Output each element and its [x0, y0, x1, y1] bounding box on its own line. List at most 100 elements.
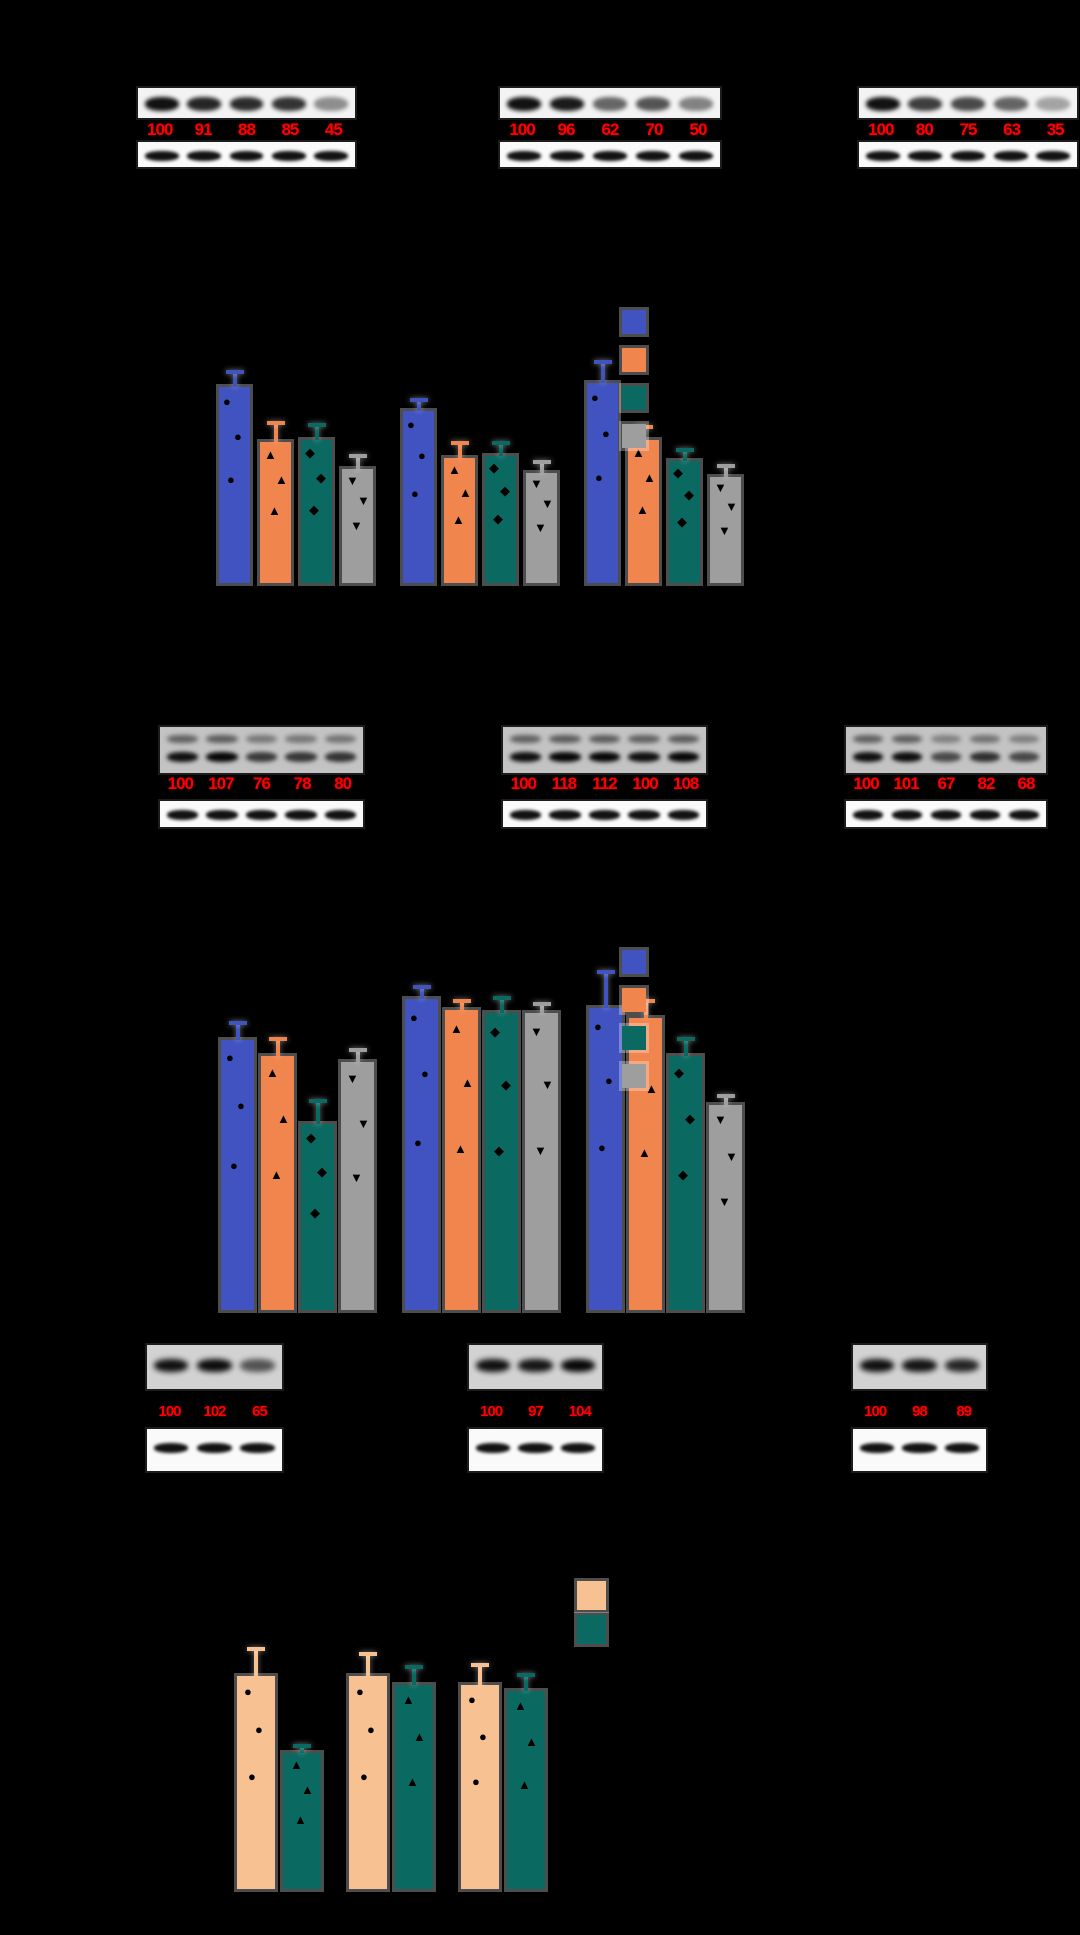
- quantification-values: 100 96 62 70 50: [500, 118, 720, 142]
- error-bar-cap: [410, 398, 428, 402]
- blot-band-box: [469, 1345, 602, 1389]
- protein-band-upper: [628, 734, 660, 743]
- data-point-triangle-down: ▼: [534, 520, 547, 535]
- quantification-value: 80: [334, 774, 352, 793]
- loading-control-box: [138, 142, 355, 167]
- error-bar-stem: [458, 444, 462, 458]
- data-point-triangle: ▲: [270, 1167, 283, 1182]
- protein-band: [197, 1359, 232, 1372]
- error-bar-cap: [492, 441, 510, 445]
- protein-band-lower: [245, 752, 278, 763]
- quantification-values: 100 98 89: [853, 1398, 986, 1424]
- data-point-diamond: ◆: [677, 514, 687, 529]
- loading-band: [285, 810, 317, 821]
- data-point-circle: ●: [223, 394, 231, 409]
- blot-lane: [906, 90, 946, 116]
- blot-lane: [151, 1347, 191, 1387]
- error-bar-cap: [293, 1744, 311, 1748]
- data-point-diamond: ◆: [673, 465, 683, 480]
- data-point-triangle: ▲: [290, 1757, 303, 1772]
- loading-band: [592, 150, 628, 161]
- quantification-value: 102: [203, 1402, 226, 1420]
- loading-control-box: [846, 801, 1046, 827]
- protein-band: [1036, 97, 1071, 112]
- blot-lane: [626, 729, 663, 771]
- protein-band: [859, 1359, 894, 1372]
- protein-band: [902, 1359, 937, 1372]
- loading-band: [518, 1443, 553, 1454]
- blot-lane: [204, 729, 241, 771]
- blot-band-box: [147, 1345, 282, 1389]
- error-bar-cap: [493, 996, 511, 1000]
- loading-lane: [473, 1431, 513, 1469]
- quantification-values: 100 102 65: [147, 1398, 282, 1424]
- quantification-value: 65: [252, 1402, 268, 1420]
- loading-control-box: [469, 1429, 602, 1471]
- protein-band: [993, 97, 1028, 112]
- data-point-circle: ●: [248, 1769, 256, 1784]
- protein-band: [271, 97, 306, 112]
- data-point-triangle-down: ▼: [718, 1194, 731, 1209]
- protein-band-lower: [549, 752, 581, 763]
- loading-lane: [269, 144, 308, 165]
- data-point-diamond: ◆: [490, 1024, 500, 1039]
- protein-band: [153, 1359, 189, 1372]
- data-point-circle: ●: [472, 1774, 480, 1789]
- loading-band: [930, 810, 962, 821]
- protein-band: [229, 97, 264, 112]
- error-bar-cap: [471, 1663, 489, 1667]
- error-bar-stem: [500, 999, 504, 1013]
- loading-lane: [967, 803, 1003, 825]
- bar-teal: [669, 461, 700, 583]
- quantification-value: 100: [147, 120, 173, 139]
- quantification-values: 100 80 75 63 35: [859, 118, 1077, 142]
- loading-lane: [889, 803, 925, 825]
- loading-lane: [547, 144, 587, 165]
- protein-band-upper: [667, 734, 700, 743]
- quantification-value: 107: [208, 774, 234, 793]
- loading-lane: [312, 144, 351, 165]
- blot-band-box: [503, 727, 706, 773]
- data-point-circle: ●: [414, 1135, 422, 1150]
- loading-band: [271, 150, 306, 161]
- blot-lane: [227, 90, 266, 116]
- blot-lane: [1033, 90, 1073, 116]
- loading-lane: [227, 144, 266, 165]
- data-point-triangle: ▲: [636, 502, 649, 517]
- legend-swatch-teal: [622, 386, 646, 410]
- quantification-value: 104: [568, 1402, 592, 1420]
- loading-control-box: [503, 801, 706, 827]
- data-point-triangle-down: ▼: [534, 1143, 547, 1158]
- blot-band-box: [846, 727, 1046, 773]
- loading-band: [588, 810, 621, 821]
- legend-swatch-gray: [622, 1064, 646, 1088]
- error-bar-stem: [724, 1097, 728, 1105]
- bar-gray: [342, 469, 373, 583]
- data-point-triangle: ▲: [402, 1692, 415, 1707]
- data-point-circle: ●: [468, 1692, 476, 1707]
- loading-lane: [857, 1431, 897, 1469]
- blot-lane: [900, 1347, 940, 1387]
- blot-lane: [991, 90, 1031, 116]
- blot-lane: [283, 729, 320, 771]
- legend-swatch-blue: [622, 310, 646, 334]
- blot-band-box: [160, 727, 363, 773]
- error-bar-stem: [524, 1676, 528, 1691]
- loading-band: [561, 1443, 596, 1454]
- data-point-triangle: ▲: [645, 1081, 658, 1096]
- data-point-circle: ●: [602, 426, 610, 441]
- data-point-circle: ●: [418, 448, 426, 463]
- data-point-diamond: ◆: [489, 460, 499, 475]
- data-point-triangle-down: ▼: [541, 496, 554, 511]
- error-bar-cap: [637, 999, 655, 1003]
- legend-swatch-gray: [622, 424, 646, 448]
- error-bar-stem: [274, 424, 278, 442]
- data-point-diamond: ◆: [678, 1167, 688, 1182]
- data-point-triangle-down: ▼: [718, 523, 731, 538]
- bar-blue: [587, 383, 618, 583]
- protein-band-lower: [930, 752, 962, 763]
- blot-lane: [590, 90, 630, 116]
- protein-band-lower: [324, 752, 357, 763]
- quantification-value: 112: [592, 774, 617, 793]
- protein-band-lower: [166, 752, 199, 763]
